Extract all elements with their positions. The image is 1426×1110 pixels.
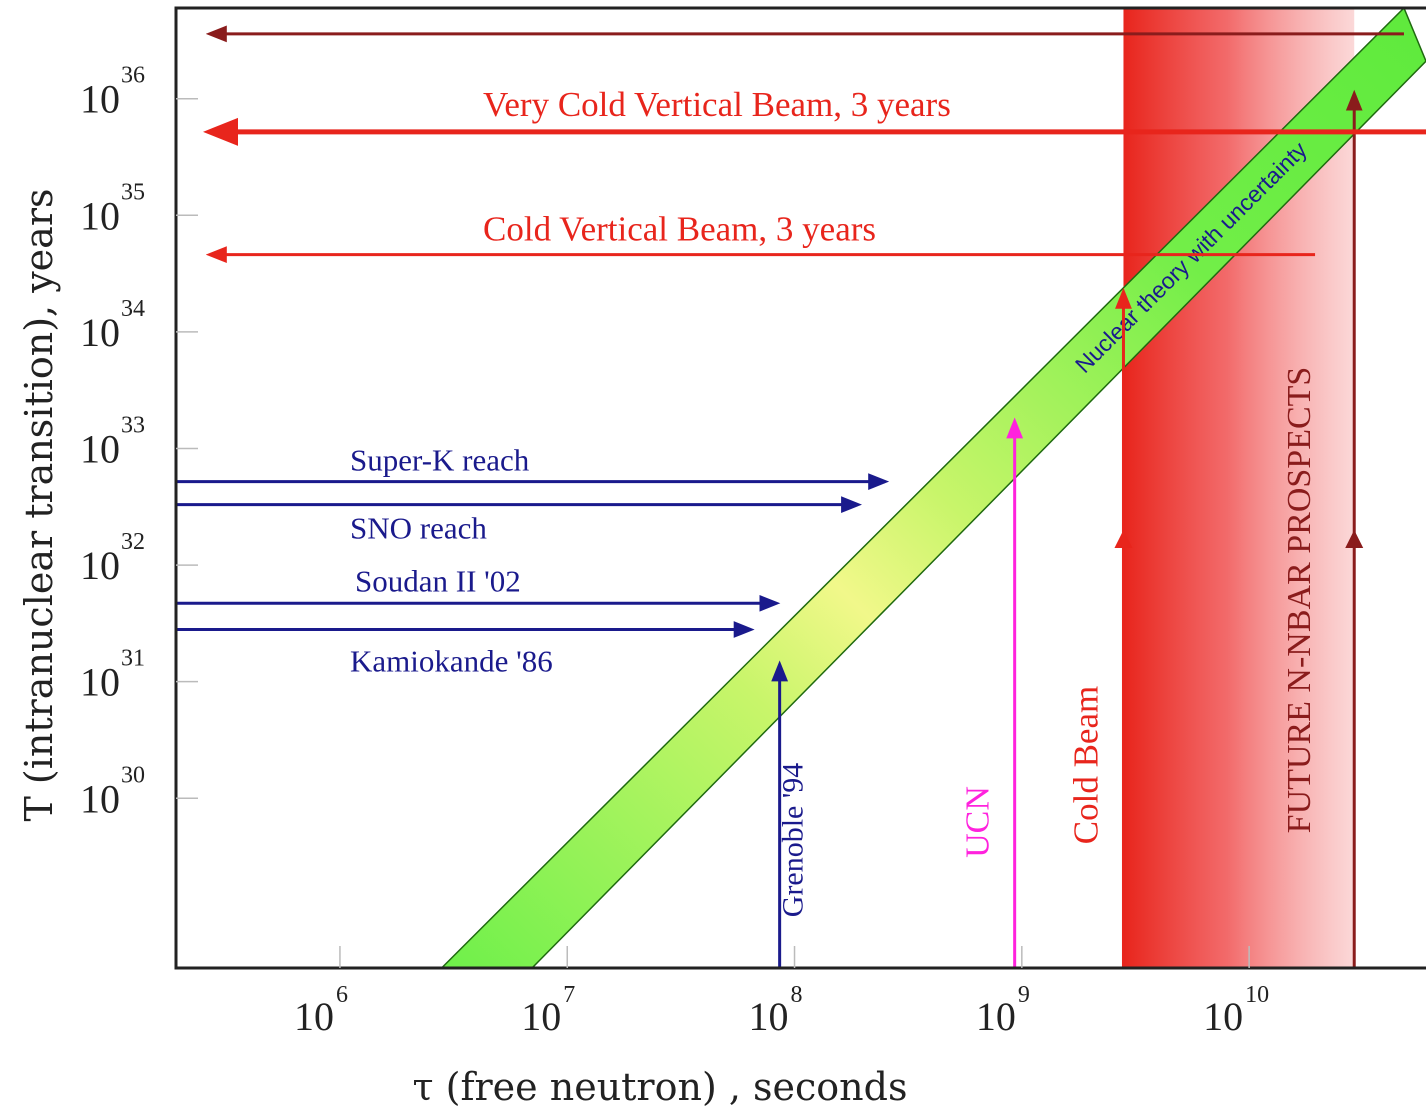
y-tick-label: 10 bbox=[80, 77, 120, 122]
plot-frame bbox=[174, 6, 1426, 970]
x-tick-label: 10 bbox=[1203, 994, 1243, 1039]
y-tick-exponent: 34 bbox=[121, 296, 145, 322]
mid-arrowhead-cold-beam bbox=[1114, 529, 1133, 548]
x-tick-label: 10 bbox=[749, 994, 789, 1039]
limit-label-cold-vertical-beam-3-years: Cold Vertical Beam, 3 years bbox=[483, 210, 876, 249]
vertical-label-ucn: UCN bbox=[959, 786, 996, 858]
y-tick-exponent: 32 bbox=[121, 529, 145, 555]
y-tick-label: 10 bbox=[80, 426, 120, 471]
axes: 10 6 10 7 10 8 10 9 10 10103010311032103310341035… bbox=[80, 6, 1426, 1039]
y-tick-label: 10 bbox=[80, 193, 120, 238]
y-tick-exponent: 31 bbox=[121, 646, 145, 672]
limit-label-sno-reach: SNO reach bbox=[350, 511, 487, 546]
vertical-label-cold-beam: Cold Beam bbox=[1066, 686, 1105, 844]
x-axis-title: τ (free neutron) , seconds bbox=[413, 1065, 908, 1109]
y-tick-exponent: 30 bbox=[121, 762, 145, 788]
mid-arrowhead-future-n-nbar-prospects bbox=[1345, 529, 1364, 548]
x-tick-label: 10 bbox=[976, 994, 1016, 1039]
vertical-label-grenoble-94: Grenoble '94 bbox=[777, 763, 810, 918]
x-tick-exponent: 7 bbox=[563, 982, 575, 1008]
limit-label-very-cold-vertical-beam-3-years: Very Cold Vertical Beam, 3 years bbox=[483, 85, 951, 124]
y-tick-label: 10 bbox=[80, 660, 120, 705]
y-tick-label: 10 bbox=[80, 310, 120, 355]
limit-label-kamiokande-86: Kamiokande '86 bbox=[350, 644, 553, 679]
x-tick-exponent: 9 bbox=[1018, 982, 1030, 1008]
x-tick-label: 10 bbox=[521, 994, 561, 1039]
y-tick-exponent: 35 bbox=[121, 179, 145, 205]
y-tick-label: 10 bbox=[80, 543, 120, 588]
y-tick-exponent: 36 bbox=[121, 63, 145, 89]
vertical-label-future-n-nbar-prospects: FUTURE N-NBAR PROSPECTS bbox=[1281, 367, 1318, 834]
plot-area: Nuclear theory with uncertainty bbox=[176, 8, 1426, 968]
theory-band bbox=[440, 8, 1426, 968]
limit-label-soudan-ii-02: Soudan II '02 bbox=[355, 563, 521, 598]
x-tick-exponent: 6 bbox=[336, 982, 348, 1008]
annotations: Super-K reach SNO reach Soudan II '02 Kamio… bbox=[350, 85, 1318, 917]
x-tick-exponent: 8 bbox=[791, 982, 803, 1008]
y-tick-exponent: 33 bbox=[121, 412, 145, 438]
limit-label-super-k-reach: Super-K reach bbox=[350, 443, 530, 478]
y-axis-title: T (intranuclear transition), years bbox=[17, 189, 61, 822]
x-tick-exponent: 10 bbox=[1245, 982, 1269, 1008]
y-tick-label: 10 bbox=[80, 776, 120, 821]
x-tick-label: 10 bbox=[294, 994, 334, 1039]
